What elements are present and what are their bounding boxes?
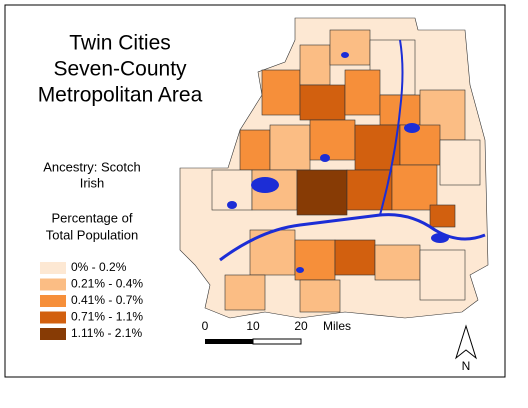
legend-swatch [40, 262, 66, 274]
title-line: Metropolitan Area [38, 84, 203, 107]
district [296, 169, 348, 216]
lake [251, 177, 279, 193]
legend-swatch [40, 328, 66, 340]
map-area [179, 17, 489, 319]
lake [341, 52, 349, 58]
district [294, 239, 336, 281]
district [346, 169, 393, 211]
district [299, 84, 346, 121]
legend-label: 0.21% - 0.4% [71, 277, 143, 291]
north-arrow: N [455, 324, 477, 373]
district [329, 29, 371, 66]
lake [227, 201, 237, 209]
district [379, 94, 421, 126]
legend-swatch [40, 295, 66, 307]
lake [296, 267, 304, 273]
legend: 0% - 0.2% 0.21% - 0.4% 0.41% - 0.7% 0.71% -… [40, 260, 143, 340]
legend-label: 0% - 0.2% [71, 260, 127, 274]
scale-bar: 0 10 20 Miles [202, 319, 351, 345]
river [379, 39, 404, 216]
north-label: N [462, 359, 471, 373]
scale-segment [252, 338, 302, 345]
lake [404, 123, 420, 133]
district [439, 139, 481, 186]
district [269, 124, 311, 171]
district [239, 129, 271, 171]
district [309, 119, 356, 161]
legend-label: 0.41% - 0.7% [71, 293, 143, 307]
legend-swatch [40, 311, 66, 324]
scale-label: 20 [294, 319, 308, 333]
lake [320, 154, 330, 162]
district [374, 244, 421, 281]
district [334, 239, 376, 276]
district [419, 249, 466, 301]
legend-label: 1.11% - 2.1% [71, 326, 142, 340]
title-line: Twin Cities [69, 32, 171, 55]
district [299, 44, 331, 86]
district [429, 204, 456, 228]
legend-label: 0.71% - 1.1% [71, 310, 143, 324]
legend-title-line: Percentage of [52, 210, 133, 225]
scale-label: 10 [246, 319, 260, 333]
title-line: Seven-County [53, 58, 187, 81]
subtitle-line: Ancestry: Scotch [43, 159, 141, 174]
lake [431, 233, 449, 243]
district [354, 124, 401, 171]
district [299, 279, 341, 313]
scale-unit: Miles [323, 319, 351, 333]
north-arrow-shape [455, 324, 477, 360]
scale-label: 0 [202, 319, 209, 333]
district [261, 69, 301, 116]
district [224, 274, 266, 311]
district [391, 164, 438, 211]
district [344, 69, 381, 116]
scale-segment [205, 339, 253, 344]
legend-title-line: Total Population [46, 227, 139, 242]
subtitle-line: Irish [80, 175, 105, 190]
legend-swatch [40, 278, 66, 291]
